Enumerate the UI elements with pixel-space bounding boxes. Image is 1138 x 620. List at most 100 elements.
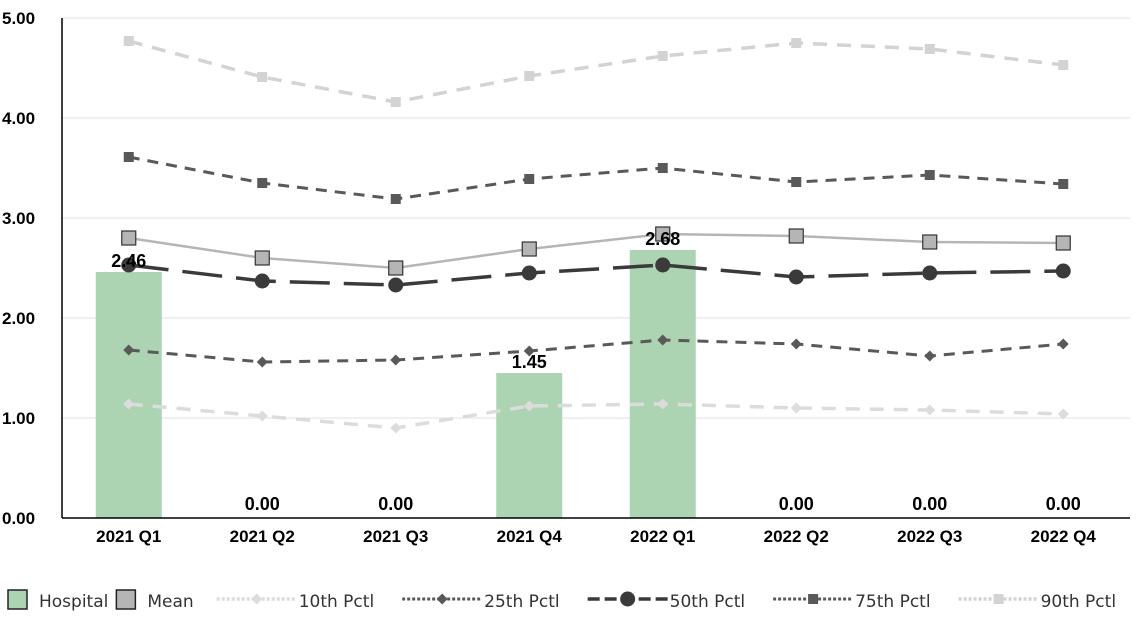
75th-pctl-point [257,178,268,188]
25th-pctl-point [1057,338,1069,350]
mean-point [655,226,671,242]
y-tick-label: 5.00 [2,9,35,28]
axes: 0.00 1.00 2.00 3.00 4.00 5.00 2021 Q1 2021 Q2 20… [2,9,1130,546]
x-tick-label: 2022 Q1 [630,527,695,546]
mean-line [128,232,1064,270]
hospital-bar [629,250,696,518]
x-tick-label: 2022 Q3 [897,527,962,546]
legend-label-25th-pctl: 25th Pctl [484,592,559,612]
x-tick-label: 2021 Q3 [363,527,428,546]
legend-label-90th-pctl: 90th Pctl [1041,592,1116,612]
mean-point [922,234,938,250]
10th-pctl-point [390,422,402,434]
75th-pctl-point [657,163,668,173]
hospital-data-label: 2.68 [645,229,680,249]
75th-pctl-point [524,174,535,184]
10th-pctl-point [657,398,669,410]
50th-pctl-point [1055,263,1071,279]
hospital-bars [95,250,696,518]
y-tick-label: 1.00 [2,409,35,428]
legend-label-hospital: Hospital [39,592,108,612]
legend-marker-10th-pctl [251,593,263,605]
25th-pctl-point [790,338,802,350]
75th-pctl-point [123,152,134,162]
10th-pctl-line [128,402,1064,430]
hospital-data-label: 0.00 [1046,494,1081,514]
hospital-data-label: 0.00 [779,494,814,514]
90th-pctl-point [123,36,134,46]
hospital-data-label: 0.00 [912,494,947,514]
50th-pctl-line [128,263,1064,287]
y-tick-label: 0.00 [2,509,35,528]
legend-label-50th-pctl: 50th Pctl [670,592,745,612]
hospital-bar [496,373,563,518]
mean-point [254,250,270,266]
y-tick-label: 3.00 [2,209,35,228]
10th-pctl-point [924,404,936,416]
10th-pctl-point [523,400,535,412]
legend-swatch-hospital [7,589,28,610]
90th-pctl-point [390,97,401,107]
75th-pctl-point [1058,179,1069,189]
75th-pctl-line [128,155,1064,201]
legend-label-75th-pctl: 75th Pctl [855,592,930,612]
mean-point [1055,235,1071,251]
25th-pctl-line [128,338,1064,364]
y-tick-label: 2.00 [2,309,35,328]
hospital-bar [95,272,162,518]
90th-pctl-point [791,38,802,48]
hospital-data-label: 2.46 [111,251,146,271]
10th-pctl-point [1057,408,1069,420]
25th-pctl-point [924,350,936,362]
legend-swatch-mean [115,589,137,610]
hospital-data-label: 0.00 [245,494,280,514]
50th-pctl-point [922,265,938,281]
25th-pctl-point [523,345,535,357]
legend-label-10th-pctl: 10th Pctl [299,592,374,612]
75th-pctl-point [390,194,401,204]
90th-pctl-point [257,72,268,82]
90th-pctl-point [524,71,535,81]
legend-marker-90th-pctl [993,594,1004,604]
mean-point [788,228,804,244]
50th-pctl-point [121,257,137,273]
50th-pctl-point [521,265,537,281]
50th-pctl-point [254,273,270,289]
90th-pctl-point [657,51,668,61]
90th-pctl-point [1058,60,1069,70]
90th-pctl-point [924,44,935,54]
25th-pctl-point [657,334,669,346]
10th-pctl-point [256,410,268,422]
25th-pctl-point [123,344,135,356]
x-tick-label: 2021 Q1 [96,527,161,546]
10th-pctl-point [123,398,135,410]
hospital-data-label: 1.45 [512,352,547,372]
x-tick-label: 2021 Q4 [497,527,563,546]
mean-point [388,260,404,276]
50th-pctl-point [655,257,671,273]
mean-point [121,230,137,246]
x-tick-label: 2022 Q4 [1031,527,1097,546]
75th-pctl-point [924,170,935,180]
legend-marker-50th-pctl [620,591,636,607]
data-labels: 2.46 0.00 0.00 1.45 2.68 0.00 0.00 0.00 [111,229,1081,514]
25th-pctl-point [390,354,402,366]
legend-marker-25th-pctl [436,593,448,605]
90th-pctl-line [128,39,1064,104]
legend: Hospital Mean 10th Pctl 25th Pctl 50th Pctl 7… [7,589,1116,612]
series-lines [121,36,1071,434]
50th-pctl-point [788,269,804,285]
y-tick-label: 4.00 [2,109,35,128]
50th-pctl-point [388,277,404,293]
legend-marker-75th-pctl [808,594,819,604]
grid-lines [62,17,1130,419]
25th-pctl-point [256,356,268,368]
mean-point [521,241,537,257]
75th-pctl-point [791,177,802,187]
10th-pctl-point [790,402,802,414]
x-tick-label: 2021 Q2 [230,527,295,546]
x-tick-label: 2022 Q2 [764,527,829,546]
hospital-data-label: 0.00 [378,494,413,514]
legend-label-mean: Mean [147,592,193,612]
